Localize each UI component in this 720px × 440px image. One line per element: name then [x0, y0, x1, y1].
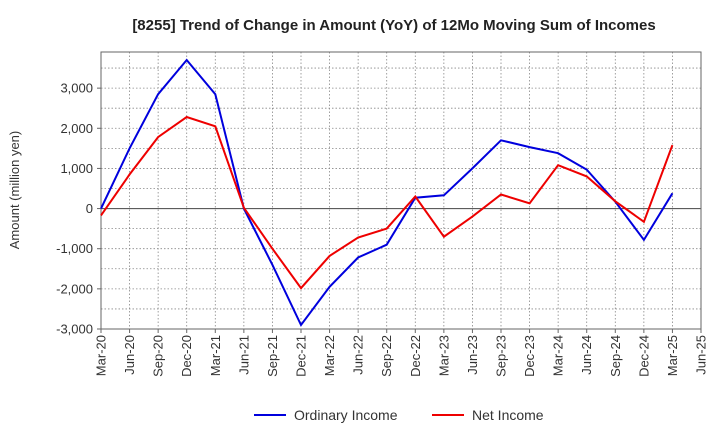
x-tick-label: Jun-25	[694, 335, 709, 375]
y-tick-label: -1,000	[56, 241, 93, 256]
y-tick-label: 2,000	[60, 121, 93, 136]
x-tick-label: Sep-24	[608, 335, 623, 377]
x-tick-label: Sep-20	[151, 335, 166, 377]
x-tick-label: Jun-24	[579, 335, 594, 375]
x-tick-label: Mar-20	[94, 335, 109, 376]
y-tick-label: 3,000	[60, 81, 93, 96]
series-layer	[100, 58, 674, 327]
x-tick-label: Jun-20	[122, 335, 137, 375]
x-tick-label: Dec-24	[636, 335, 651, 377]
x-tick-label: Jun-22	[351, 335, 366, 375]
x-tick-label: Dec-21	[294, 335, 309, 377]
legend-label-net-income: Net Income	[472, 407, 544, 423]
chart-title: [8255] Trend of Change in Amount (YoY) o…	[132, 17, 655, 34]
x-tick-label: Mar-25	[665, 335, 680, 376]
legend: Ordinary Income Net Income	[254, 407, 544, 423]
x-tick-label: Sep-21	[265, 335, 280, 377]
x-tick-label: Dec-20	[179, 335, 194, 377]
x-tick-label: Jun-23	[465, 335, 480, 375]
x-tick-label: Mar-24	[551, 335, 566, 376]
x-tick-label: Mar-22	[322, 335, 337, 376]
x-tick-label: Sep-23	[494, 335, 509, 377]
x-tick-label: Sep-22	[379, 335, 394, 377]
tick-labels: 3,000 2,000 1,000 0 -1,000 -2,000 -3,000Mar-20…	[56, 81, 708, 377]
y-tick-label: -2,000	[56, 281, 93, 296]
plot-frame	[100, 51, 702, 330]
x-tick-label: Dec-23	[522, 335, 537, 377]
axes	[97, 51, 702, 333]
grid-layer	[101, 52, 701, 330]
y-axis-label: Amount (million yen)	[7, 131, 22, 250]
y-tick-label: -3,000	[56, 322, 93, 337]
x-tick-label: Mar-21	[208, 335, 223, 376]
x-tick-label: Jun-21	[236, 335, 251, 375]
legend-label-ordinary-income: Ordinary Income	[294, 407, 398, 423]
y-tick-label: 1,000	[60, 161, 93, 176]
x-tick-label: Mar-23	[436, 335, 451, 376]
y-tick-label: 0	[86, 201, 93, 216]
x-tick-label: Dec-22	[408, 335, 423, 377]
